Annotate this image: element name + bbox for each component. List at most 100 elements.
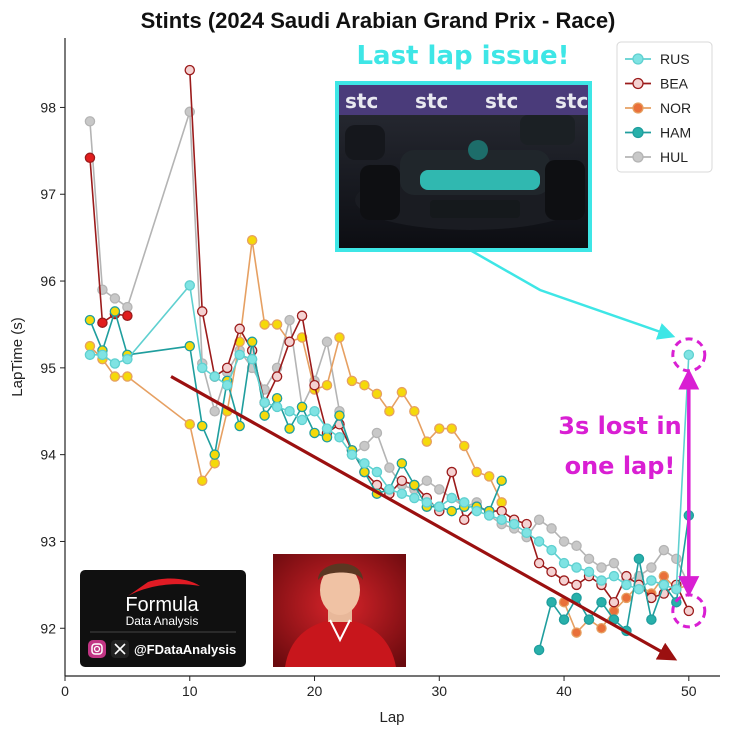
legend-swatch-marker	[632, 102, 644, 114]
data-point-rus	[334, 432, 345, 443]
data-point-rus	[122, 353, 133, 365]
svg-text:stc: stc	[485, 89, 518, 113]
legend-label: HUL	[660, 149, 688, 165]
data-point-hul	[359, 440, 370, 452]
y-tick-label: 93	[40, 533, 56, 549]
data-point-ham	[209, 449, 220, 460]
svg-text:stc: stc	[555, 89, 588, 113]
y-tick-label: 95	[40, 360, 56, 376]
data-point-rus	[196, 362, 208, 374]
data-point-rus	[396, 488, 408, 499]
series-layer	[84, 64, 695, 656]
x-tick-label: 50	[681, 683, 697, 699]
data-point-bea	[271, 371, 283, 382]
data-point-hul	[671, 553, 682, 565]
data-point-nor	[346, 375, 358, 387]
data-point-bea	[396, 475, 408, 486]
data-point-rus	[458, 497, 470, 508]
legend-item-ham: HAM	[625, 125, 691, 141]
data-point-bea	[196, 306, 208, 317]
data-point-nor	[122, 371, 133, 382]
data-point-bea	[683, 605, 695, 617]
x-tick-label: 20	[307, 683, 323, 699]
formula-swoosh-logo	[128, 578, 200, 596]
data-point-hul	[533, 514, 545, 526]
data-point-nor	[409, 406, 420, 417]
data-point-bea	[546, 566, 557, 578]
series-rus	[84, 280, 695, 595]
data-point-rus	[97, 349, 108, 361]
data-point-rus	[221, 379, 233, 391]
data-point-nor	[259, 319, 270, 330]
data-point-hul	[558, 536, 570, 547]
data-point-ham	[309, 427, 320, 439]
data-point-hul	[184, 106, 196, 118]
data-point-ham	[109, 306, 121, 317]
y-tick-label: 98	[40, 99, 56, 115]
data-point-bea	[246, 345, 258, 356]
legend-swatch-marker	[632, 151, 644, 163]
data-point-nor	[209, 458, 220, 469]
data-point-rus	[421, 497, 433, 508]
data-point-ham	[546, 596, 557, 608]
data-point-rus	[384, 484, 395, 495]
legend-swatch-marker	[632, 126, 644, 139]
legend-label: NOR	[660, 100, 691, 116]
data-point-rus	[471, 505, 482, 517]
data-point-ham	[334, 410, 345, 421]
data-point-hul	[658, 544, 670, 556]
data-point-bea	[97, 317, 108, 328]
data-point-ham	[496, 475, 507, 486]
x-logo-icon	[111, 640, 129, 658]
data-point-bea	[122, 310, 133, 322]
svg-text:stc: stc	[415, 89, 448, 113]
data-point-bea	[533, 557, 545, 569]
series-line-nor	[89, 240, 503, 503]
y-tick-label: 97	[40, 186, 56, 202]
legend-label: HAM	[660, 125, 691, 141]
y-axis-label: LapTime (s)	[9, 317, 26, 396]
data-point-rus	[371, 466, 383, 478]
data-point-bea	[571, 579, 582, 591]
data-point-rus	[508, 518, 520, 530]
x-tick-label: 10	[182, 683, 198, 699]
data-point-ham	[271, 392, 283, 404]
data-point-hul	[546, 523, 557, 534]
data-point-ham	[296, 401, 308, 413]
data-point-nor	[334, 332, 345, 343]
sponsor-banner-logo: stc stc stc stc	[345, 89, 588, 113]
data-point-rus	[84, 349, 96, 361]
legend-item-rus: RUS	[625, 51, 690, 67]
logo-subtitle: Data Analysis	[126, 614, 199, 628]
data-point-rus	[671, 583, 682, 595]
data-point-nor	[496, 497, 507, 508]
data-point-nor	[421, 436, 433, 447]
data-point-nor	[109, 371, 121, 382]
data-point-ham	[284, 423, 295, 434]
data-point-rus	[596, 575, 607, 586]
data-point-hul	[571, 540, 582, 552]
data-point-nor	[571, 627, 582, 638]
data-point-nor	[384, 406, 395, 417]
series-line-bea	[89, 157, 128, 325]
data-point-rus	[434, 501, 445, 512]
legend-label: RUS	[660, 51, 690, 67]
axis-ticks: 0 10 20 30 40 50 92 93 94 95 96 97 98	[40, 99, 696, 699]
data-point-rus	[271, 401, 283, 413]
car-photo: stc stc stc stc	[335, 81, 592, 252]
data-point-rus	[621, 579, 632, 591]
x-tick-label: 40	[556, 683, 572, 699]
x-tick-label: 0	[61, 683, 69, 699]
data-point-rus	[583, 566, 595, 578]
data-point-rus	[321, 423, 333, 434]
data-point-nor	[196, 475, 208, 486]
data-point-rus	[496, 514, 507, 526]
data-point-nor	[396, 386, 408, 398]
data-point-hul	[284, 314, 295, 326]
data-point-hul	[596, 562, 607, 573]
data-point-ham	[246, 336, 258, 348]
y-tick-label: 94	[40, 447, 56, 463]
data-point-rus	[296, 414, 308, 426]
data-point-bea	[184, 64, 196, 76]
data-point-ham	[646, 614, 657, 625]
